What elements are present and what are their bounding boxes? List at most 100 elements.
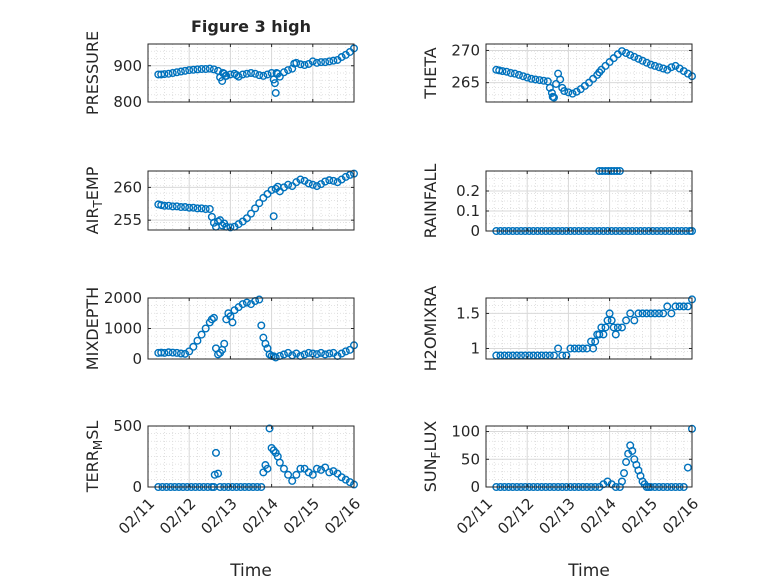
data-point bbox=[279, 464, 288, 473]
data-point bbox=[185, 347, 194, 356]
data-point bbox=[622, 49, 631, 58]
data-point bbox=[160, 348, 169, 357]
data-point bbox=[317, 58, 326, 67]
y-tick-label: 260 bbox=[113, 178, 142, 196]
data-point bbox=[325, 349, 334, 358]
data-point bbox=[220, 339, 229, 348]
axes-rainfall: 0 0.1 0.2 RAINFALL bbox=[421, 164, 697, 240]
data-point bbox=[539, 76, 548, 85]
y-tick-label: 0 bbox=[470, 478, 480, 496]
data-point bbox=[589, 344, 598, 353]
data-point bbox=[181, 66, 190, 75]
data-point bbox=[578, 344, 587, 353]
data-point bbox=[312, 350, 321, 359]
data-point bbox=[275, 187, 284, 196]
data-point bbox=[288, 182, 297, 191]
grid bbox=[486, 426, 692, 487]
data-point bbox=[185, 203, 194, 212]
data-point bbox=[176, 67, 185, 76]
data-point bbox=[197, 330, 206, 339]
data-point bbox=[168, 68, 177, 77]
y-tick-label: 255 bbox=[113, 211, 142, 229]
data-point bbox=[554, 344, 563, 353]
data-point bbox=[246, 68, 255, 77]
data-point bbox=[671, 302, 680, 311]
data-point bbox=[531, 75, 540, 84]
data-point bbox=[321, 58, 330, 67]
data-point bbox=[325, 57, 334, 66]
data-point bbox=[269, 75, 278, 84]
data-point bbox=[556, 75, 565, 84]
data-point bbox=[269, 212, 278, 221]
y-tick-label: 500 bbox=[113, 417, 142, 435]
y-tick-label: 2000 bbox=[104, 289, 142, 307]
data-point bbox=[228, 318, 237, 327]
data-point bbox=[157, 70, 166, 79]
data-point bbox=[263, 464, 272, 473]
data-point bbox=[292, 58, 301, 67]
data-point bbox=[341, 172, 350, 181]
data-point bbox=[514, 70, 523, 79]
y-tick-label: 50 bbox=[461, 450, 480, 468]
data-point bbox=[626, 50, 635, 59]
data-point bbox=[341, 475, 350, 484]
data-point bbox=[251, 204, 260, 213]
data-point bbox=[312, 182, 321, 191]
data-point bbox=[587, 337, 596, 346]
data-point bbox=[251, 69, 260, 78]
y-axis-label: TERRMSL bbox=[83, 421, 105, 494]
data-point bbox=[337, 473, 346, 482]
y-tick-label: 270 bbox=[451, 41, 480, 59]
grid bbox=[486, 44, 692, 102]
data-point bbox=[634, 309, 643, 318]
data-point bbox=[257, 321, 266, 330]
data-point bbox=[646, 60, 655, 69]
data-point bbox=[599, 330, 608, 339]
data-point bbox=[308, 180, 317, 189]
data-point bbox=[168, 202, 177, 211]
data-point bbox=[265, 350, 274, 359]
data-point bbox=[296, 464, 305, 473]
data-point bbox=[168, 348, 177, 357]
x-axis-label: Time bbox=[567, 561, 610, 581]
data-point bbox=[502, 67, 511, 76]
axes-box bbox=[485, 425, 693, 488]
data-point bbox=[312, 464, 321, 473]
data-point bbox=[172, 202, 181, 211]
data-point bbox=[284, 180, 293, 189]
data-point bbox=[329, 467, 338, 476]
data-point bbox=[312, 58, 321, 67]
data-point bbox=[547, 88, 556, 97]
data-point bbox=[209, 65, 218, 74]
y-tick-label: 100 bbox=[451, 423, 480, 441]
data-point bbox=[238, 300, 247, 309]
data-point bbox=[498, 67, 507, 76]
y-axis-label: MIXDEPTH bbox=[83, 287, 102, 370]
data-point bbox=[683, 302, 692, 311]
figure-title: Figure 3 high bbox=[191, 17, 311, 36]
data-point bbox=[574, 344, 583, 353]
y-tick-label: 1000 bbox=[104, 320, 142, 338]
data-point bbox=[603, 316, 612, 325]
data-point bbox=[181, 203, 190, 212]
data-point bbox=[271, 353, 280, 362]
data-point bbox=[570, 344, 579, 353]
data-point bbox=[255, 71, 264, 80]
data-point bbox=[617, 323, 626, 332]
data-point bbox=[325, 176, 334, 185]
data-point bbox=[345, 345, 354, 354]
axes-pressure: 800 900 PRESSURE Figure 3 high bbox=[83, 17, 359, 115]
data-point bbox=[566, 344, 575, 353]
data-point bbox=[605, 309, 614, 318]
data-point bbox=[222, 71, 231, 80]
data-point bbox=[284, 470, 293, 479]
data-point bbox=[226, 223, 235, 232]
data-point bbox=[193, 65, 202, 74]
y-axis-label: RAINFALL bbox=[421, 164, 440, 239]
data-point bbox=[242, 69, 251, 78]
data-point bbox=[214, 350, 223, 359]
data-point bbox=[667, 63, 676, 72]
data-point bbox=[304, 179, 313, 188]
data-point bbox=[214, 469, 223, 478]
